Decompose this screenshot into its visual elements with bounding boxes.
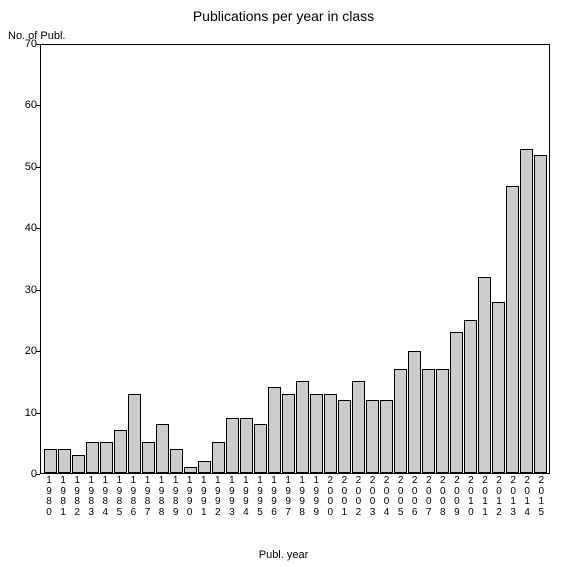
x-tick-label: 2008 [436, 476, 450, 518]
bar [464, 320, 477, 473]
x-tick-label: 1997 [281, 476, 295, 518]
bar [338, 400, 351, 473]
x-tick-label: 2000 [323, 476, 337, 518]
y-tick-mark [36, 474, 40, 475]
bar [534, 155, 547, 473]
x-labels-group: 1980198119821983198419851986198719881989… [40, 476, 550, 518]
bar [170, 449, 183, 473]
bar [72, 455, 85, 473]
x-tick-label: 1991 [197, 476, 211, 518]
bar [184, 467, 197, 473]
x-tick-label: 2001 [337, 476, 351, 518]
bar [128, 394, 141, 473]
bar [408, 351, 421, 473]
x-tick-label: 1985 [112, 476, 126, 518]
y-tick-label: 20 [11, 345, 37, 357]
bar [492, 302, 505, 473]
bar [114, 430, 127, 473]
x-tick-label: 2005 [394, 476, 408, 518]
x-tick-label: 1981 [56, 476, 70, 518]
x-tick-label: 2003 [365, 476, 379, 518]
x-tick-label: 1988 [155, 476, 169, 518]
bar [450, 332, 463, 473]
x-tick-label: 1993 [225, 476, 239, 518]
y-tick-label: 70 [11, 38, 37, 50]
x-tick-label: 2007 [422, 476, 436, 518]
bar [352, 381, 365, 473]
bar [310, 394, 323, 473]
bar [58, 449, 71, 473]
x-tick-label: 1980 [42, 476, 56, 518]
x-tick-label: 1987 [140, 476, 154, 518]
x-tick-label: 1999 [309, 476, 323, 518]
x-tick-label: 2004 [380, 476, 394, 518]
bar [520, 149, 533, 473]
bars-group [41, 45, 549, 473]
bar [296, 381, 309, 473]
bar [240, 418, 253, 473]
y-tick-label: 60 [11, 99, 37, 111]
bar [212, 442, 225, 473]
y-tick-label: 0 [11, 468, 37, 480]
bar [422, 369, 435, 473]
x-tick-label: 1994 [239, 476, 253, 518]
y-tick-label: 50 [11, 161, 37, 173]
bar [282, 394, 295, 473]
x-axis-label: Publ. year [0, 549, 567, 561]
x-tick-label: 2013 [506, 476, 520, 518]
bar [366, 400, 379, 473]
x-tick-label: 2014 [520, 476, 534, 518]
chart-title: Publications per year in class [0, 8, 567, 24]
x-tick-label: 1989 [169, 476, 183, 518]
x-tick-label: 1995 [253, 476, 267, 518]
x-tick-label: 1982 [70, 476, 84, 518]
x-tick-label: 1996 [267, 476, 281, 518]
bar [86, 442, 99, 473]
bar [394, 369, 407, 473]
bar [198, 461, 211, 473]
bar [268, 387, 281, 473]
x-tick-label: 1992 [211, 476, 225, 518]
chart-container: Publications per year in class No. of Pu… [0, 0, 567, 567]
y-tick-label: 30 [11, 284, 37, 296]
x-tick-label: 1983 [84, 476, 98, 518]
x-tick-label: 2011 [478, 476, 492, 518]
x-tick-label: 2012 [492, 476, 506, 518]
bar [226, 418, 239, 473]
x-tick-label: 2010 [464, 476, 478, 518]
bar [254, 424, 267, 473]
y-tick-label: 10 [11, 407, 37, 419]
x-tick-label: 2002 [351, 476, 365, 518]
x-tick-label: 2006 [408, 476, 422, 518]
bar [380, 400, 393, 473]
bar [506, 186, 519, 473]
bar [156, 424, 169, 473]
bar [324, 394, 337, 473]
bar [142, 442, 155, 473]
bar [44, 449, 57, 473]
x-tick-label: 2015 [534, 476, 548, 518]
y-tick-label: 40 [11, 222, 37, 234]
plot-area [40, 44, 550, 474]
x-tick-label: 1998 [295, 476, 309, 518]
x-tick-label: 1990 [183, 476, 197, 518]
x-tick-label: 1984 [98, 476, 112, 518]
x-tick-label: 2009 [450, 476, 464, 518]
x-tick-label: 1986 [126, 476, 140, 518]
bar [100, 442, 113, 473]
bar [478, 277, 491, 473]
bar [436, 369, 449, 473]
